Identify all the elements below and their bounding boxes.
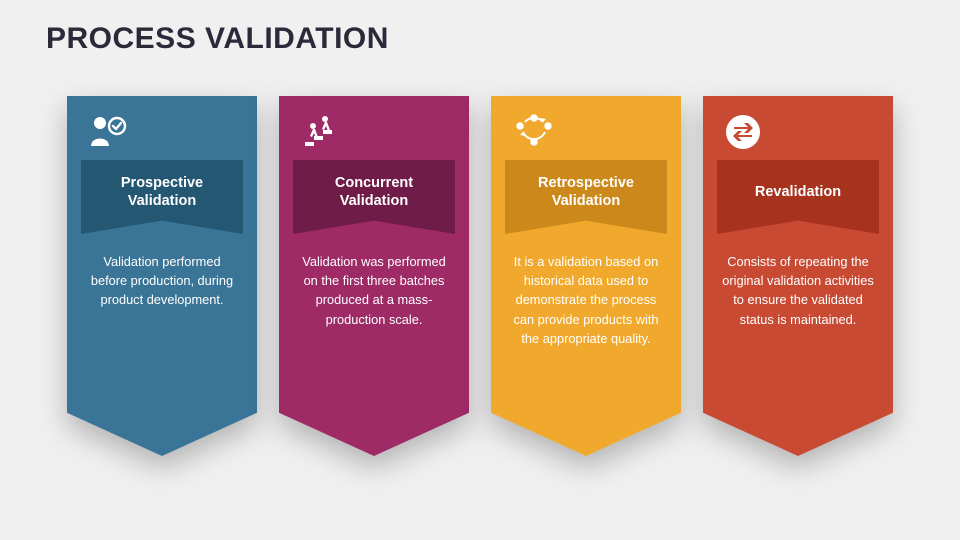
person-check-icon (81, 108, 243, 156)
card-body: Prospective Validation Validation perfor… (67, 96, 257, 456)
card-prospective: Prospective Validation Validation perfor… (67, 96, 257, 456)
card-concurrent: Concurrent Validation Validation was per… (279, 96, 469, 456)
card-body: Concurrent Validation Validation was per… (279, 96, 469, 456)
card-body: Retrospective Validation It is a validat… (491, 96, 681, 456)
card-title: Concurrent Validation (301, 174, 447, 210)
card-description: Consists of repeating the original valid… (717, 252, 879, 329)
card-description: It is a validation based on historical d… (505, 252, 667, 348)
team-cycle-icon (505, 108, 667, 156)
cards-row: Prospective Validation Validation perfor… (0, 96, 960, 456)
card-retrospective: Retrospective Validation It is a validat… (491, 96, 681, 456)
card-header: Concurrent Validation (293, 160, 455, 234)
card-revalidation: Revalidation Consists of repeating the o… (703, 96, 893, 456)
card-header: Retrospective Validation (505, 160, 667, 234)
card-title: Prospective Validation (89, 174, 235, 210)
card-header: Prospective Validation (81, 160, 243, 234)
swap-circle-icon (717, 108, 879, 156)
card-title: Retrospective Validation (513, 174, 659, 210)
card-description: Validation performed before production, … (81, 252, 243, 310)
climbing-steps-icon (293, 108, 455, 156)
card-header: Revalidation (717, 160, 879, 234)
page-title: PROCESS VALIDATION (0, 0, 960, 56)
card-title: Revalidation (755, 183, 841, 201)
card-description: Validation was performed on the first th… (293, 252, 455, 329)
card-body: Revalidation Consists of repeating the o… (703, 96, 893, 456)
